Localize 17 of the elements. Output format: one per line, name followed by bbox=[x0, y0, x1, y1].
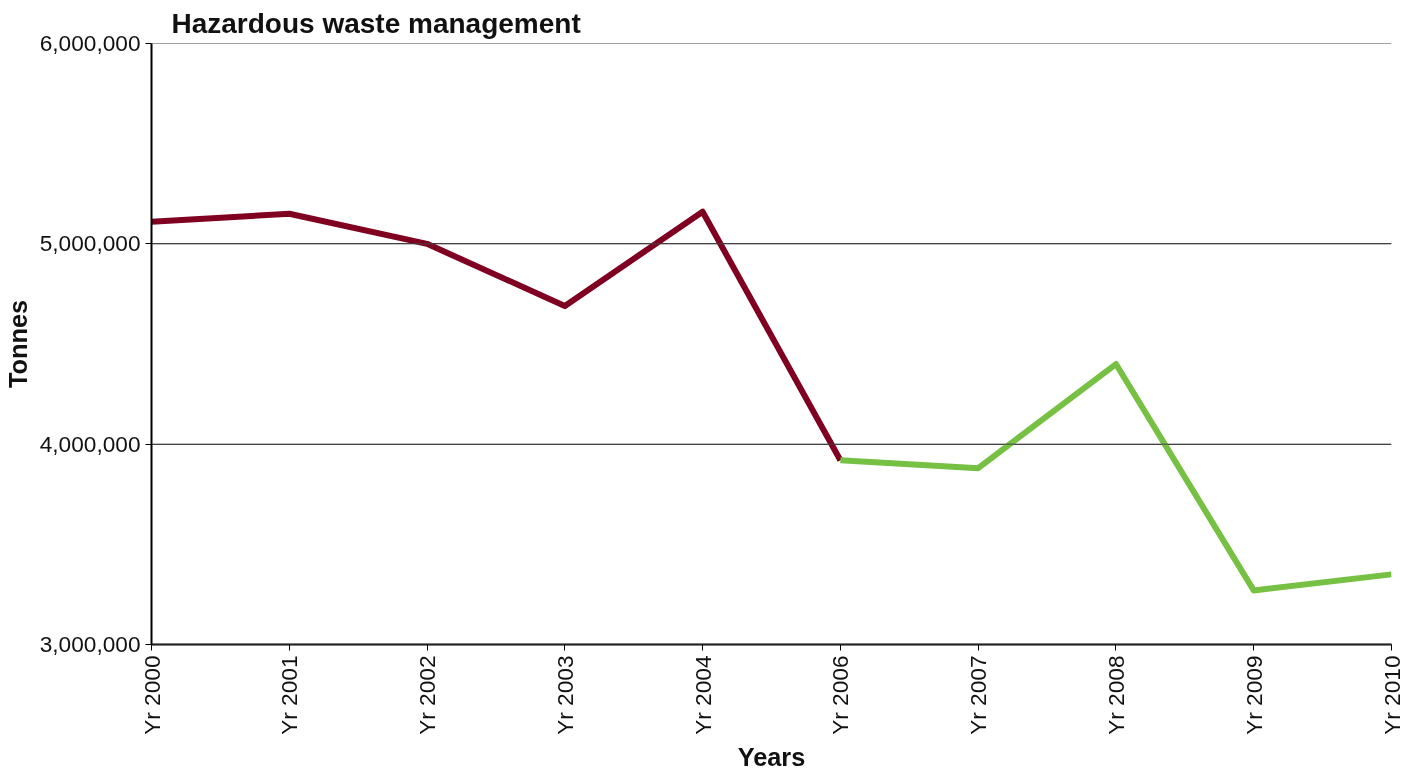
x-tick-label: Yr 2008 bbox=[1102, 655, 1129, 735]
x-tick-label: Yr 2010 bbox=[1378, 655, 1405, 735]
x-tick-label: Yr 2006 bbox=[827, 655, 854, 735]
x-tick-label: Yr 2004 bbox=[689, 655, 716, 735]
x-axis-title: Years bbox=[737, 742, 806, 771]
x-tick-label: Yr 2003 bbox=[551, 655, 578, 735]
x-tick-label: Yr 2007 bbox=[965, 655, 992, 735]
x-tick-label: Yr 2000 bbox=[138, 655, 165, 735]
y-tick-label: 4,000,000 bbox=[39, 430, 141, 457]
x-tick-label: Yr 2009 bbox=[1240, 655, 1267, 735]
y-tick-label: 5,000,000 bbox=[39, 230, 141, 257]
y-tick-label: 6,000,000 bbox=[39, 30, 141, 56]
chart-title: Hazardous waste management bbox=[171, 7, 581, 39]
x-tick-label: Yr 2001 bbox=[276, 655, 303, 735]
y-tick-label: 3,000,000 bbox=[39, 631, 141, 657]
y-axis-title: Tonnes bbox=[3, 299, 32, 389]
x-tick-label: Yr 2002 bbox=[414, 655, 441, 735]
